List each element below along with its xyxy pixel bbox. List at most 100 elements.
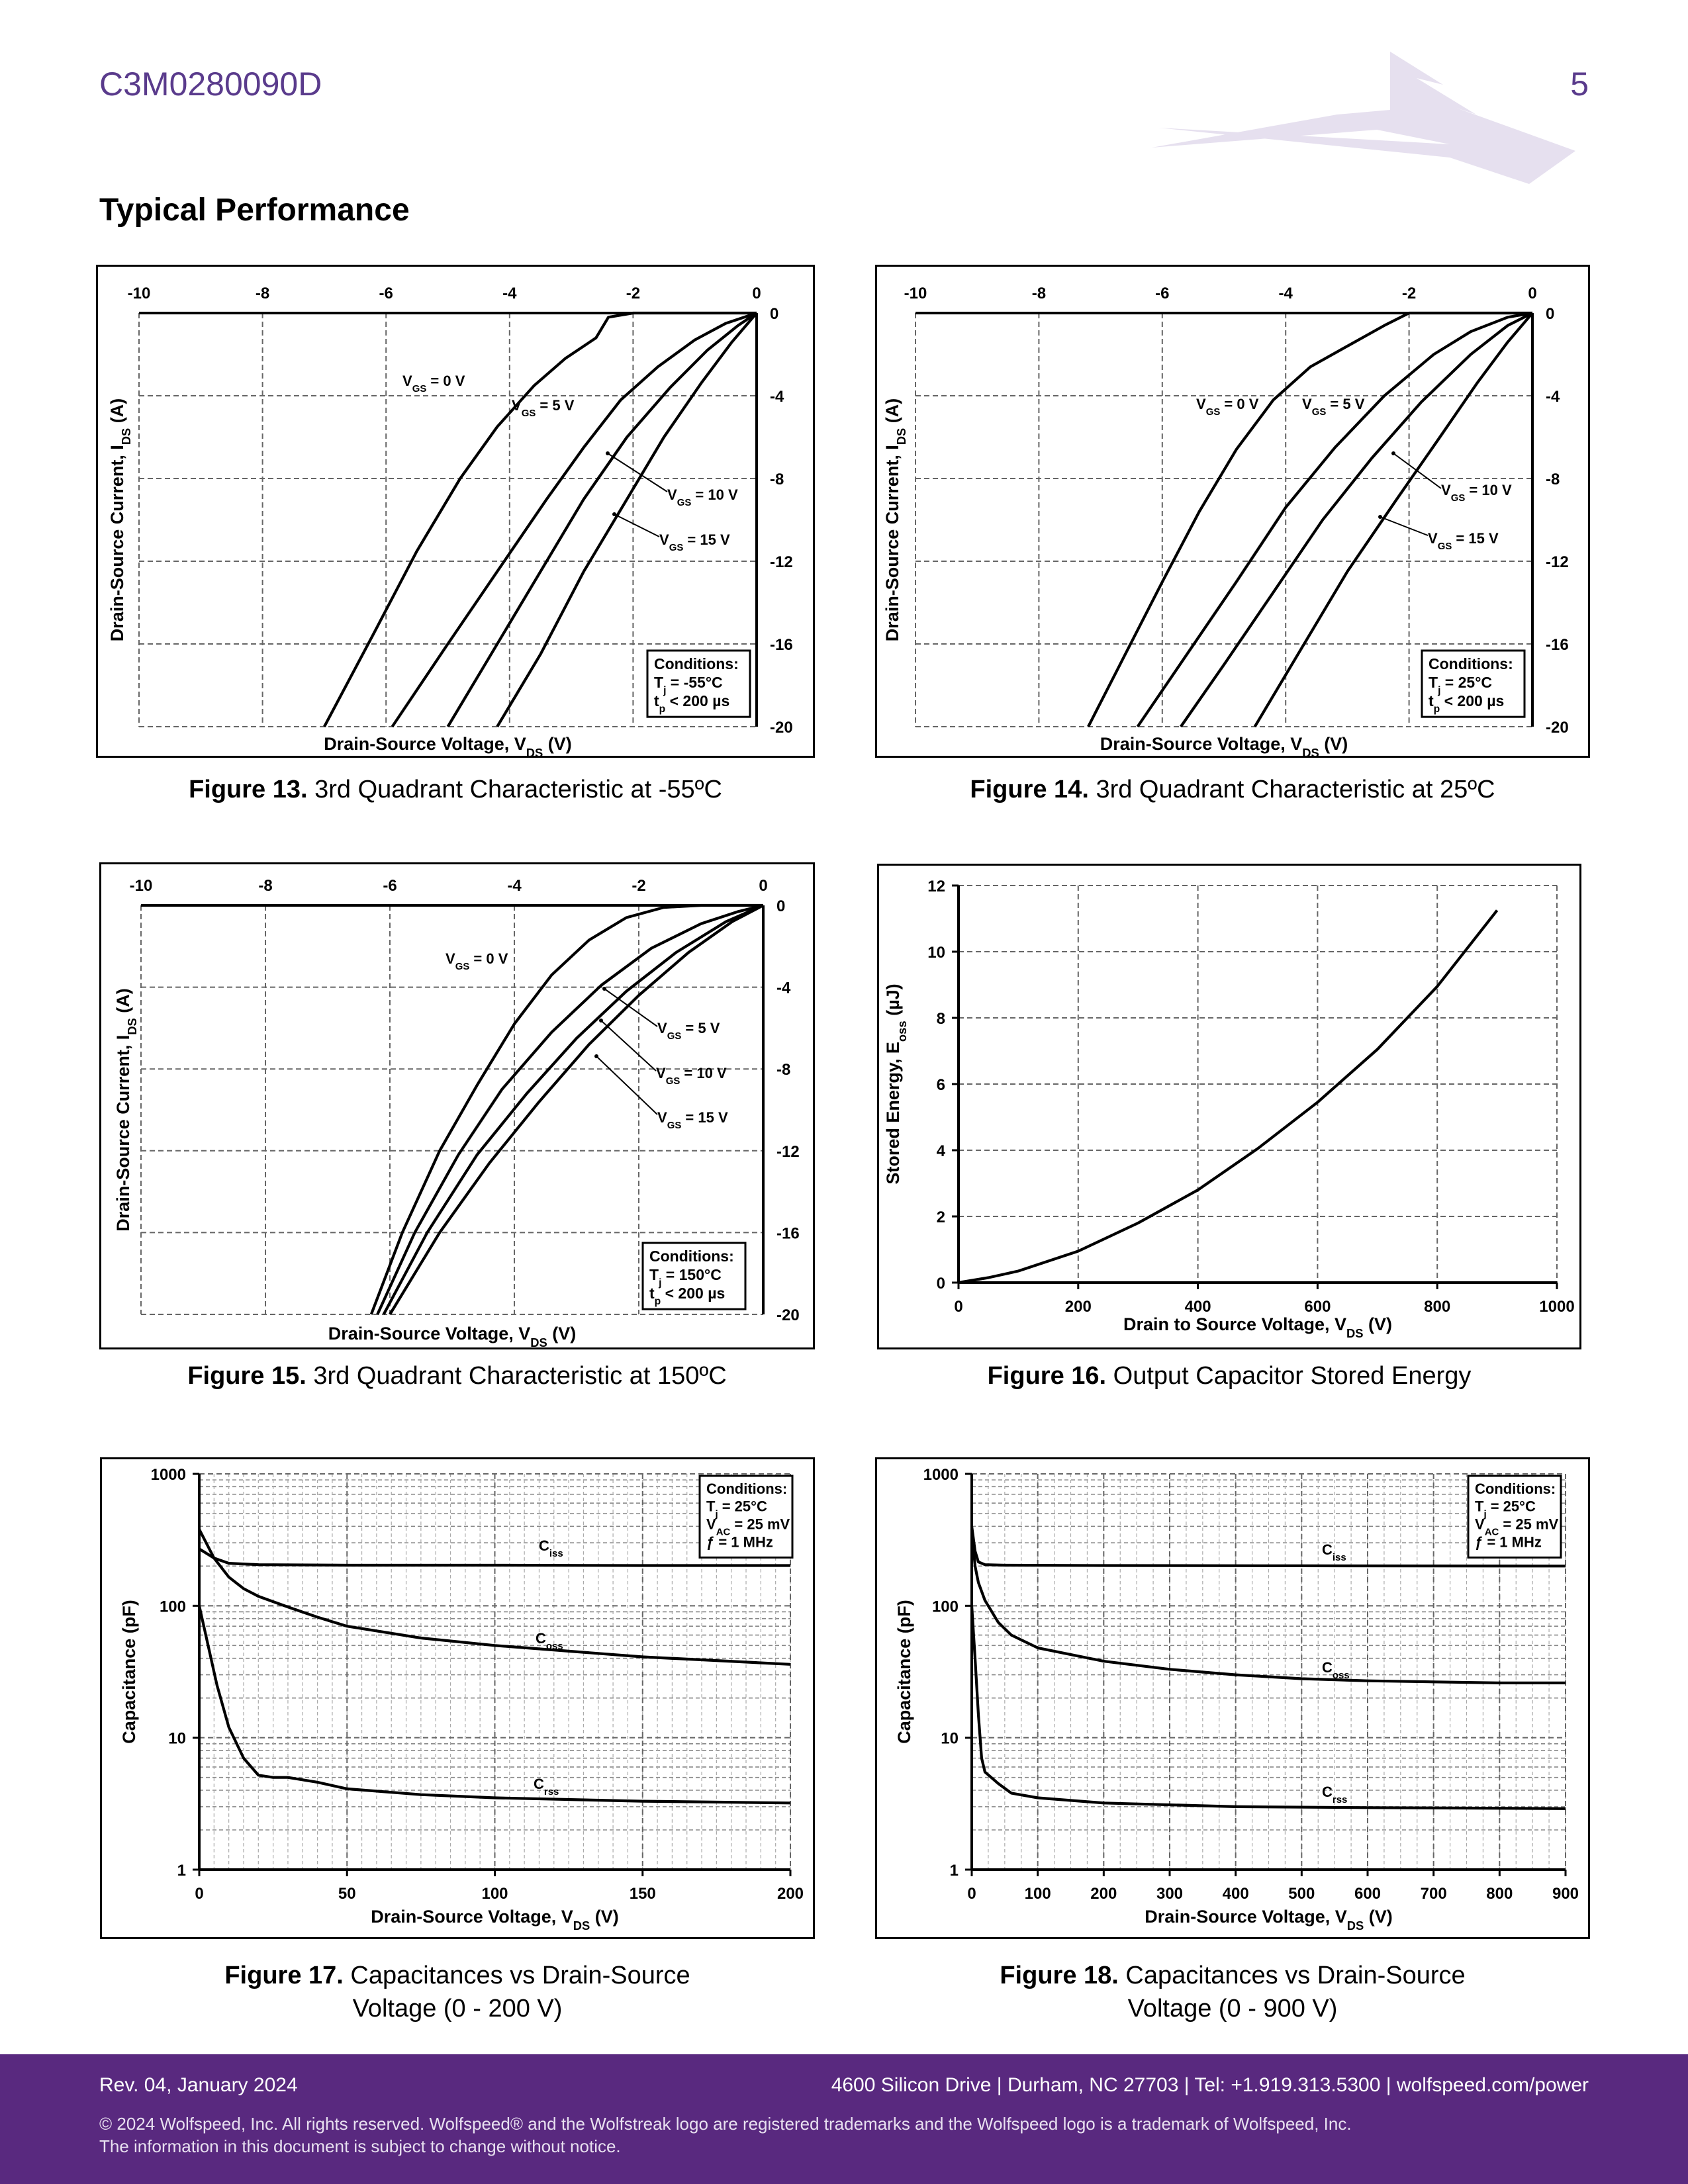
x-axis-label: Drain-Source Voltage, VDS (V) [371, 1907, 619, 1933]
footer-revision: Rev. 04, January 2024 [99, 2074, 298, 2096]
conditions-line: Conditions: [1429, 655, 1513, 672]
conditions-line: Conditions: [649, 1248, 734, 1265]
y-tick-label: -20 [1546, 719, 1569, 737]
x-tick-label: -8 [258, 877, 272, 895]
figure-13-caption: Figure 13. 3rd Quadrant Characteristic a… [189, 776, 722, 803]
y-tick-label: -4 [770, 388, 784, 406]
label-leader [1393, 453, 1442, 489]
figure-15-caption: Figure 15. 3rd Quadrant Characteristic a… [187, 1362, 727, 1390]
x-tick-label: 1000 [1539, 1298, 1574, 1316]
x-axis-label: Drain-Source Voltage, VDS (V) [324, 734, 572, 760]
curve-label: VGS = 0 V [445, 950, 508, 972]
y-tick-label: 100 [932, 1598, 959, 1615]
conditions-line: Tj = 150°C [649, 1266, 722, 1289]
x-tick-label: 900 [1552, 1885, 1579, 1903]
footer-address: 4600 Silicon Drive | Durham, NC 27703 | … [831, 2074, 1589, 2096]
curve-label: VGS = 0 V [402, 373, 465, 394]
vgs-15-v-series-line [1253, 312, 1534, 728]
y-tick-label: 1 [950, 1862, 959, 1880]
conditions-box-group: Conditions: Tj = -55°Ctp < 200 µs [646, 649, 751, 718]
curve-label: VGS = 0 V [1196, 396, 1259, 418]
y-tick-label: -16 [776, 1224, 800, 1242]
section-title: Typical Performance [99, 193, 410, 228]
x-tick-label: 0 [1528, 285, 1536, 302]
y-tick-label: 12 [927, 878, 945, 895]
vgs-0-v-series-line [369, 903, 763, 1315]
x-tick-label: -8 [256, 285, 269, 302]
y-tick-label: -8 [770, 471, 784, 488]
curve-label: Crss [1322, 1784, 1347, 1805]
conditions-line: Conditions: [654, 655, 739, 672]
curve-label: Ciss [539, 1537, 563, 1559]
y-tick-label: 6 [937, 1076, 945, 1094]
y-tick-label: -20 [776, 1306, 800, 1324]
y-axis-label: Stored Energy, Eoss (µJ) [883, 983, 909, 1184]
y-axis-label: Drain-Source Current, IDS (A) [107, 398, 133, 642]
ciss-series-line [198, 1547, 790, 1567]
y-axis-label: Capacitance (pF) [894, 1600, 914, 1744]
y-tick-label: 1000 [151, 1466, 186, 1484]
y-tick-label: -12 [1546, 553, 1569, 571]
conditions-box [698, 1475, 794, 1559]
x-tick-label: 0 [752, 285, 761, 302]
x-tick-label: 0 [967, 1885, 976, 1903]
x-tick-label: 800 [1424, 1298, 1450, 1316]
conditions-box [1467, 1475, 1562, 1559]
curve-label: VGS = 10 V [656, 1065, 727, 1087]
x-axis-label: Drain-Source Voltage, VDS (V) [1100, 734, 1348, 760]
label-leader [600, 1020, 657, 1071]
conditions-box [646, 649, 751, 718]
energy-series-line [958, 909, 1499, 1285]
curve-label: VGS = 15 V [659, 531, 730, 553]
x-tick-label: -4 [502, 285, 517, 302]
leader-arrowhead [612, 512, 616, 516]
conditions-line: Tj = 25°C [706, 1498, 767, 1520]
y-tick-label: 10 [168, 1730, 186, 1748]
x-tick-label: 200 [1065, 1298, 1092, 1316]
vgs-10-v-series-line [446, 312, 758, 728]
curve-label: VGS = 5 V [1302, 396, 1365, 418]
x-tick-label: 300 [1156, 1885, 1183, 1903]
x-tick-label: -6 [379, 285, 393, 302]
conditions-line: VAC = 25 mV [706, 1516, 790, 1538]
vgs-5-v-series-line [391, 312, 757, 728]
conditions-box-group: Conditions: Tj = 25°Ctp < 200 µs [1421, 649, 1526, 718]
x-axis-label: Drain-Source Voltage, VDS (V) [328, 1324, 577, 1349]
footer-copyright: © 2024 Wolfspeed, Inc. All rights reserv… [99, 2114, 1352, 2134]
y-tick-label: -16 [770, 636, 793, 654]
label-leader [596, 1056, 658, 1115]
curve-label: Crss [534, 1776, 559, 1797]
x-tick-label: 400 [1223, 1885, 1249, 1903]
y-tick-label: 10 [927, 944, 945, 962]
wolfstreak-logo-icon [1152, 52, 1575, 184]
curve-label: VGS = 5 V [512, 397, 575, 419]
conditions-line: tp < 200 µs [1429, 692, 1504, 715]
vgs-15-v-series-line [389, 904, 764, 1316]
figure-13-chart: -10 -8 -6 -4 -2 0 0 -4 -8 -12 -16 -20 Drain-Source V… [96, 265, 815, 760]
figure-17-chart: 0 50 100 150 200 1 10 100 1000 Drain-Source Volta… [100, 1457, 815, 1939]
y-tick-label: 10 [941, 1730, 959, 1748]
x-tick-label: 0 [759, 877, 767, 895]
x-tick-label: -2 [632, 877, 645, 895]
leader-arrowhead [602, 987, 606, 991]
y-tick-label: 0 [776, 897, 785, 915]
curve-label: Ciss [1322, 1541, 1346, 1563]
conditions-box [641, 1242, 747, 1310]
fig16-svg: 0 200 400 600 800 1000 0 2 4 6 8 10 12 Drain to Sourc… [883, 878, 1575, 1340]
conditions-line: Tj = 25°C [1429, 674, 1492, 696]
curve-label: VGS = 5 V [657, 1020, 720, 1042]
figure-14-chart: -10 -8 -6 -4 -2 0 0 -4 -8 -12 -16 -20 Drain-Source V… [875, 265, 1590, 760]
leader-arrowhead [1378, 515, 1382, 519]
y-tick-label: 8 [937, 1010, 945, 1028]
x-tick-label: 600 [1304, 1298, 1331, 1316]
conditions-line: Tj = 25°C [1475, 1498, 1536, 1520]
x-tick-label: 600 [1354, 1885, 1381, 1903]
x-tick-label: -4 [1279, 285, 1293, 302]
vgs-0-v-series-line [323, 311, 757, 727]
vgs-10-v-series-line [382, 904, 764, 1315]
fig18-svg: 0 100 200 300 400 500 600 700 800 900 1 10 100 1000 Dr… [894, 1466, 1579, 1933]
conditions-line: Tj = -55°C [654, 674, 723, 696]
